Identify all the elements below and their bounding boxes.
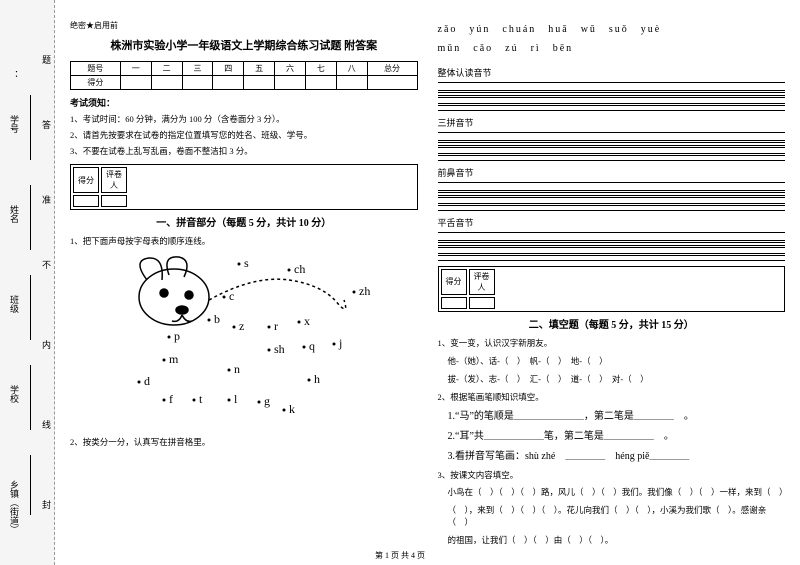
sidebar-label: ： xyxy=(8,70,21,79)
page-footer: 第 1 页 共 4 页 xyxy=(0,550,800,561)
sidebar-label: 班级 xyxy=(8,295,21,313)
svg-text:p: p xyxy=(174,329,180,343)
svg-text:ch: ch xyxy=(294,262,305,276)
question-sub: （ ），来到（ ）（ ）（ ）。花儿向我们（ ）（ ），小溪为我们歌（ ）。感谢… xyxy=(438,505,786,529)
th: 题号 xyxy=(71,62,121,76)
svg-text:sh: sh xyxy=(274,342,285,356)
th: 总分 xyxy=(367,62,417,76)
pinyin-row: mǔn cǎo zú rì bēn xyxy=(438,39,786,54)
sidebar-line xyxy=(30,275,31,340)
svg-text:g: g xyxy=(264,394,270,408)
sidebar-line xyxy=(30,95,31,160)
question-sub: 的祖国，让我们（ ）（ ）由（ ）（ ）。 xyxy=(438,535,786,547)
th: 八 xyxy=(336,62,367,76)
svg-text:n: n xyxy=(234,362,240,376)
svg-text:x: x xyxy=(304,314,310,328)
svg-text:q: q xyxy=(309,339,315,353)
svg-text:c: c xyxy=(229,289,234,303)
scorebox: 得分 评卷人 xyxy=(438,266,786,312)
section-title: 二、填空题（每题 5 分，共计 15 分） xyxy=(438,316,786,331)
question-sub: 小鸟在（ ）（ ）（ ）路，风儿（ ）（ ）我们。我们像（ ）（ ）一样，来到（… xyxy=(438,487,786,499)
svg-text:zh: zh xyxy=(359,284,370,298)
left-column: 绝密★启用前 株洲市实验小学一年级语文上学期综合练习试题 附答案 题号 一 二 … xyxy=(70,20,418,550)
pinyin-lines xyxy=(438,82,786,93)
sidebar-line xyxy=(30,365,31,430)
scorebox-cell: 评卷人 xyxy=(469,269,495,295)
th: 五 xyxy=(244,62,275,76)
svg-text:d: d xyxy=(144,374,150,388)
question-sub: 1.“马”的笔顺是＿＿＿＿＿＿＿，第二笔是＿＿＿＿ 。 xyxy=(438,410,786,424)
svg-text:t: t xyxy=(199,392,203,406)
sidebar-line xyxy=(30,185,31,250)
pinyin-lines xyxy=(438,95,786,106)
cut-label: 准 xyxy=(40,195,53,204)
pinyin-lines xyxy=(438,182,786,193)
notice-item: 1、考试时间：60 分钟，满分为 100 分（含卷面分 3 分）。 xyxy=(70,113,418,126)
svg-text:b: b xyxy=(214,312,220,326)
cut-label: 答 xyxy=(40,120,53,129)
pinyin-lines xyxy=(438,195,786,206)
th: 六 xyxy=(275,62,306,76)
category-label: 平舌音节 xyxy=(438,216,786,229)
question-text: 3、按课文内容填空。 xyxy=(438,470,786,482)
svg-text:h: h xyxy=(314,372,320,386)
binding-sidebar: 乡镇（街道） 学校 班级 姓名 学号 ： 封 线 内 不 准 答 题 xyxy=(0,0,55,565)
svg-text:l: l xyxy=(234,392,238,406)
th: 七 xyxy=(305,62,336,76)
pinyin-lines xyxy=(438,145,786,156)
th: 二 xyxy=(151,62,182,76)
secret-label: 绝密★启用前 xyxy=(70,20,418,31)
question-text: 1、变一变，认识汉字新朋友。 xyxy=(438,338,786,350)
exam-title: 株洲市实验小学一年级语文上学期综合练习试题 附答案 xyxy=(70,37,418,53)
cut-label: 封 xyxy=(40,500,53,509)
category-label: 前鼻音节 xyxy=(438,166,786,179)
category-label: 三拼音节 xyxy=(438,116,786,129)
question-text: 2、按类分一分，认真写在拼音格里。 xyxy=(70,437,418,449)
connect-letters-drawing: s ch zh cb z r x p sh q j m n d h f t l g k xyxy=(114,255,374,430)
question-text: 2、根据笔画笔顺知识填空。 xyxy=(438,392,786,404)
scorebox: 得分 评卷人 xyxy=(70,164,418,210)
pinyin-lines xyxy=(438,232,786,243)
cut-label: 题 xyxy=(40,55,53,64)
svg-text:z: z xyxy=(239,319,244,333)
td: 得分 xyxy=(71,76,121,90)
question-text: 1、把下面声母按字母表的顺序连线。 xyxy=(70,236,418,248)
sidebar-label: 姓名 xyxy=(8,205,21,223)
notice-header: 考试须知： xyxy=(70,96,418,109)
pinyin-lines xyxy=(438,245,786,256)
right-column: zǎo yún chuán huā wū suǒ yuè mǔn cǎo zú … xyxy=(438,20,786,550)
score-table: 题号 一 二 三 四 五 六 七 八 总分 得分 xyxy=(70,61,418,90)
pinyin-lines xyxy=(438,132,786,143)
question-sub: 他-（她）、话-（ ） 帆-（ ） 地-（ ） xyxy=(438,356,786,368)
svg-text:j: j xyxy=(338,336,342,350)
page-content: 绝密★启用前 株洲市实验小学一年级语文上学期综合练习试题 附答案 题号 一 二 … xyxy=(55,0,800,565)
question-sub: 拔-（发）、志-（ ） 汇-（ ） 道-（ ） 对-（ ） xyxy=(438,374,786,386)
scorebox-cell: 评卷人 xyxy=(101,167,127,193)
sidebar-label: 乡镇（街道） xyxy=(8,480,21,534)
svg-text:k: k xyxy=(289,402,295,416)
th: 三 xyxy=(182,62,213,76)
cut-label: 线 xyxy=(40,420,53,429)
th: 四 xyxy=(213,62,244,76)
svg-text:s: s xyxy=(244,256,249,270)
question-sub: 3.看拼音写笔画：shù zhé ＿＿＿＿ héng piě＿＿＿＿ xyxy=(438,450,786,464)
svg-text:m: m xyxy=(169,352,179,366)
section-title: 一、拼音部分（每题 5 分，共计 10 分） xyxy=(70,214,418,229)
notice-item: 3、不要在试卷上乱写乱画，卷面不整洁扣 3 分。 xyxy=(70,145,418,158)
notice-item: 2、请首先按要求在试卷的指定位置填写您的姓名、班级、学号。 xyxy=(70,129,418,142)
sidebar-label: 学校 xyxy=(8,385,21,403)
svg-text:f: f xyxy=(169,392,173,406)
svg-text:r: r xyxy=(274,319,278,333)
cut-label: 内 xyxy=(40,340,53,349)
rabbit-svg: s ch zh cb z r x p sh q j m n d h f t l g k xyxy=(114,255,374,430)
th: 一 xyxy=(120,62,151,76)
question-sub: 2.“耳”共＿＿＿＿＿＿笔，第二笔是＿＿＿＿＿ 。 xyxy=(438,430,786,444)
cut-label: 不 xyxy=(40,260,53,269)
sidebar-label: 学号 xyxy=(8,115,21,133)
category-label: 整体认读音节 xyxy=(438,66,786,79)
scorebox-cell: 得分 xyxy=(441,269,467,295)
pinyin-row: zǎo yún chuán huā wū suǒ yuè xyxy=(438,20,786,35)
sidebar-line xyxy=(30,455,31,515)
scorebox-cell: 得分 xyxy=(73,167,99,193)
